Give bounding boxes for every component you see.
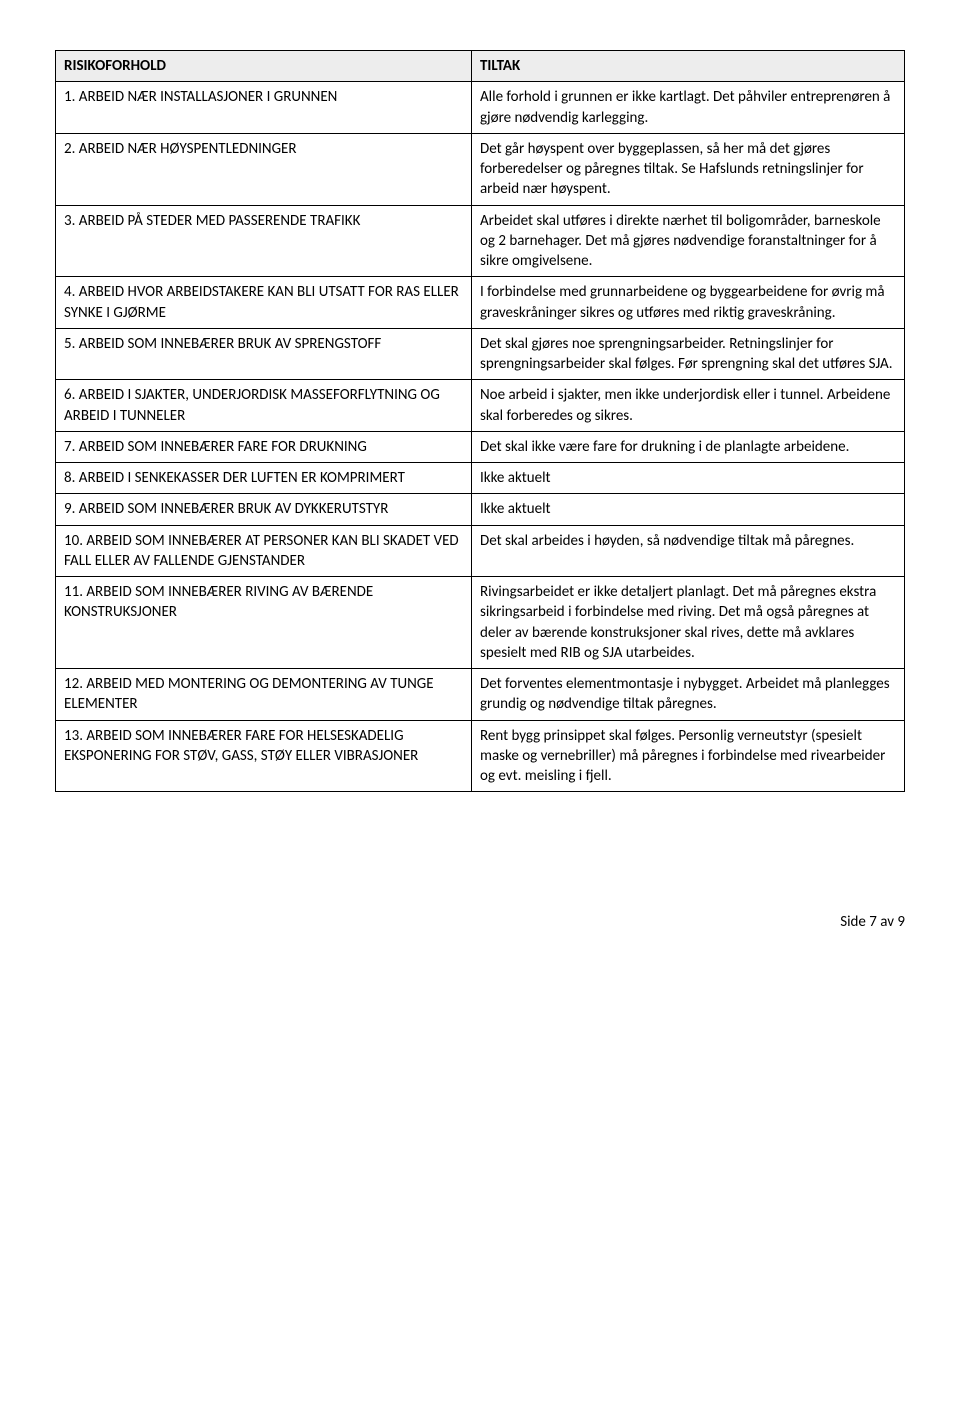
risk-cell: 11. ARBEID SOM INNEBÆRER RIVING AV BÆREN… [56,577,472,669]
table-row: 9. ARBEID SOM INNEBÆRER BRUK AV DYKKERUT… [56,494,905,525]
risk-cell: 7. ARBEID SOM INNEBÆRER FARE FOR DRUKNIN… [56,431,472,462]
risk-cell: 3. ARBEID PÅ STEDER MED PASSERENDE TRAFI… [56,205,472,277]
table-row: 6. ARBEID I SJAKTER, UNDERJORDISK MASSEF… [56,380,905,432]
action-cell: Ikke aktuelt [472,463,905,494]
table-row: 13. ARBEID SOM INNEBÆRER FARE FOR HELSES… [56,720,905,792]
table-row: 5. ARBEID SOM INNEBÆRER BRUK AV SPRENGST… [56,328,905,380]
action-cell: Rivingsarbeidet er ikke detaljert planla… [472,577,905,669]
action-cell: Det skal gjøres noe sprengningsarbeider.… [472,328,905,380]
risk-cell: 6. ARBEID I SJAKTER, UNDERJORDISK MASSEF… [56,380,472,432]
risk-cell: 4. ARBEID HVOR ARBEIDSTAKERE KAN BLI UTS… [56,277,472,329]
action-cell: Alle forhold i grunnen er ikke kartlagt.… [472,82,905,134]
risk-cell: 5. ARBEID SOM INNEBÆRER BRUK AV SPRENGST… [56,328,472,380]
table-row: 11. ARBEID SOM INNEBÆRER RIVING AV BÆREN… [56,577,905,669]
risk-cell: 9. ARBEID SOM INNEBÆRER BRUK AV DYKKERUT… [56,494,472,525]
risk-cell: 1. ARBEID NÆR INSTALLASJONER I GRUNNEN [56,82,472,134]
table-header-row: RISIKOFORHOLD TILTAK [56,51,905,82]
risk-cell: 8. ARBEID I SENKEKASSER DER LUFTEN ER KO… [56,463,472,494]
action-cell: I forbindelse med grunnarbeidene og bygg… [472,277,905,329]
action-cell: Rent bygg prinsippet skal følges. Person… [472,720,905,792]
table-row: 2. ARBEID NÆR HØYSPENTLEDNINGER Det går … [56,133,905,205]
action-cell: Det skal arbeides i høyden, så nødvendig… [472,525,905,577]
table-row: 12. ARBEID MED MONTERING OG DEMONTERING … [56,669,905,721]
header-action: TILTAK [472,51,905,82]
table-row: 8. ARBEID I SENKEKASSER DER LUFTEN ER KO… [56,463,905,494]
action-cell: Det forventes elementmontasje i nybygget… [472,669,905,721]
risk-cell: 13. ARBEID SOM INNEBÆRER FARE FOR HELSES… [56,720,472,792]
table-row: 7. ARBEID SOM INNEBÆRER FARE FOR DRUKNIN… [56,431,905,462]
table-row: 3. ARBEID PÅ STEDER MED PASSERENDE TRAFI… [56,205,905,277]
table-row: 1. ARBEID NÆR INSTALLASJONER I GRUNNEN A… [56,82,905,134]
header-risk: RISIKOFORHOLD [56,51,472,82]
action-cell: Det skal ikke være fare for drukning i d… [472,431,905,462]
risk-cell: 10. ARBEID SOM INNEBÆRER AT PERSONER KAN… [56,525,472,577]
risk-table: RISIKOFORHOLD TILTAK 1. ARBEID NÆR INSTA… [55,50,905,792]
action-cell: Ikke aktuelt [472,494,905,525]
risk-cell: 12. ARBEID MED MONTERING OG DEMONTERING … [56,669,472,721]
table-row: 4. ARBEID HVOR ARBEIDSTAKERE KAN BLI UTS… [56,277,905,329]
action-cell: Arbeidet skal utføres i direkte nærhet t… [472,205,905,277]
action-cell: Noe arbeid i sjakter, men ikke underjord… [472,380,905,432]
risk-cell: 2. ARBEID NÆR HØYSPENTLEDNINGER [56,133,472,205]
action-cell: Det går høyspent over byggeplassen, så h… [472,133,905,205]
table-row: 10. ARBEID SOM INNEBÆRER AT PERSONER KAN… [56,525,905,577]
page-footer: Side 7 av 9 [55,912,905,932]
